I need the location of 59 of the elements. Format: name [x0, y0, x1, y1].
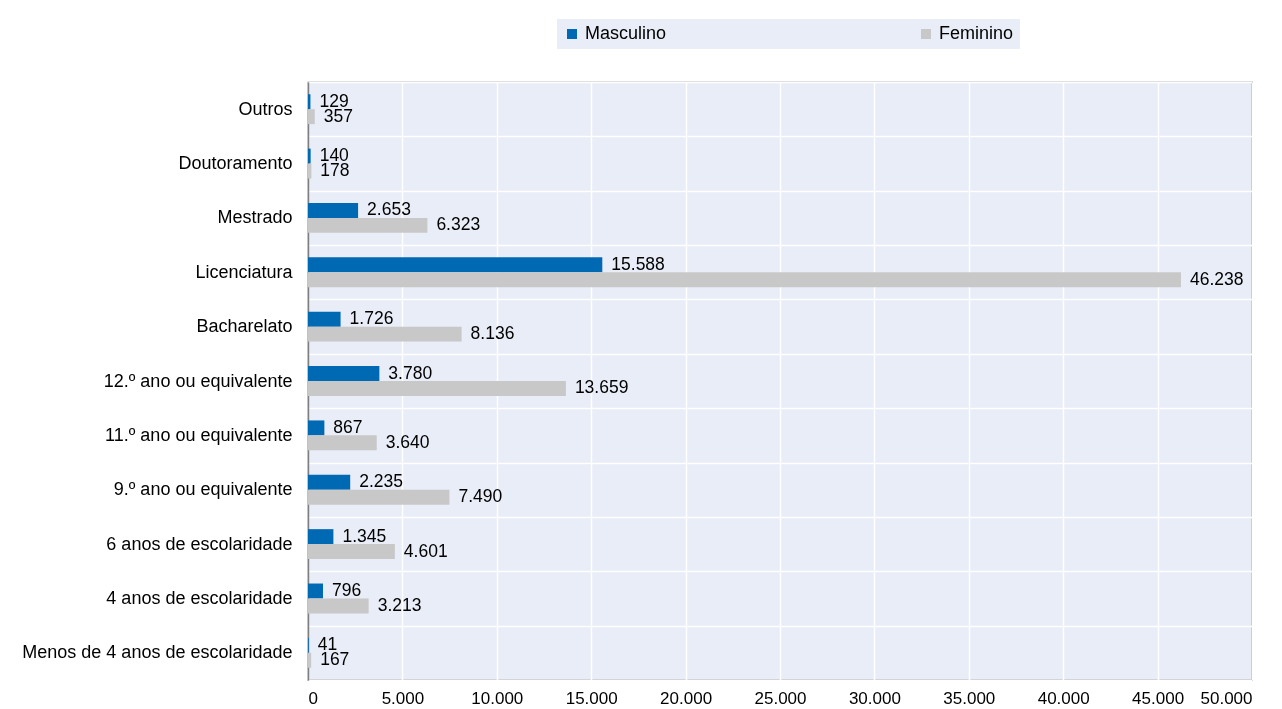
- x-tick-label: 0: [308, 688, 318, 708]
- bar: [308, 109, 315, 125]
- x-tick-label: 45.000: [1132, 688, 1185, 708]
- data-label: 3.640: [385, 431, 430, 452]
- y-tick-label: 11.º ano ou equivalente: [105, 424, 293, 445]
- legend-label: Feminino: [939, 23, 1014, 43]
- y-tick-label: 6 anos de escolaridade: [106, 533, 293, 554]
- bar: [308, 583, 324, 599]
- x-tick-label: 10.000: [471, 688, 524, 708]
- bar: [308, 366, 380, 381]
- bar: [308, 311, 341, 327]
- y-tick-label: 9.º ano ou equivalente: [113, 479, 293, 500]
- x-tick-label: 25.000: [754, 688, 807, 708]
- bar: [308, 217, 428, 233]
- y-tick-label: 4 anos de escolaridade: [106, 587, 293, 608]
- data-label: 1.726: [349, 308, 394, 329]
- bar: [308, 435, 377, 451]
- x-tick-label: 15.000: [565, 688, 618, 708]
- x-tick-label: 30.000: [848, 688, 901, 708]
- data-label: 8.136: [470, 323, 515, 344]
- data-label: 3.213: [377, 594, 422, 615]
- data-label: 1.345: [342, 525, 387, 546]
- bar: [308, 257, 603, 273]
- legend-label: Masculino: [585, 23, 667, 43]
- y-tick-label: 12.º ano ou equivalente: [103, 370, 293, 391]
- y-tick-label: Outros: [238, 98, 293, 119]
- bar: [308, 326, 462, 342]
- y-tick-label: Licenciatura: [195, 261, 294, 282]
- bar: [308, 489, 450, 505]
- bar: [308, 272, 1181, 288]
- bar: [308, 474, 351, 490]
- bar: [308, 652, 312, 668]
- data-label: 46.238: [1189, 268, 1244, 289]
- x-tick-label: 35.000: [943, 688, 996, 708]
- data-label: 3.780: [388, 362, 433, 383]
- data-label: 15.588: [611, 253, 665, 274]
- data-label: 796: [332, 579, 362, 600]
- bar: [308, 529, 334, 545]
- bar: [308, 544, 395, 560]
- y-tick-label: Bacharelato: [196, 316, 293, 337]
- data-label: 2.235: [359, 471, 403, 492]
- data-label: 6.323: [436, 214, 481, 235]
- y-tick-label: Mestrado: [217, 207, 293, 228]
- data-label: 13.659: [574, 377, 629, 398]
- bar: [308, 420, 325, 436]
- bar: [308, 202, 359, 218]
- bar: [308, 381, 566, 396]
- data-label: 4.601: [403, 540, 448, 561]
- data-label: 867: [333, 416, 363, 437]
- x-tick-label: 5.000: [381, 688, 425, 708]
- y-tick-label: Doutoramento: [178, 153, 293, 174]
- bar: [308, 598, 369, 614]
- y-tick-label: Menos de 4 anos de escolaridade: [22, 642, 293, 663]
- data-label: 2.653: [367, 199, 411, 220]
- x-tick-label: 20.000: [660, 688, 713, 708]
- x-tick-label: 50.000: [1200, 688, 1253, 708]
- bar: [308, 148, 311, 164]
- data-label: 7.490: [458, 486, 503, 507]
- x-tick-label: 40.000: [1037, 688, 1090, 708]
